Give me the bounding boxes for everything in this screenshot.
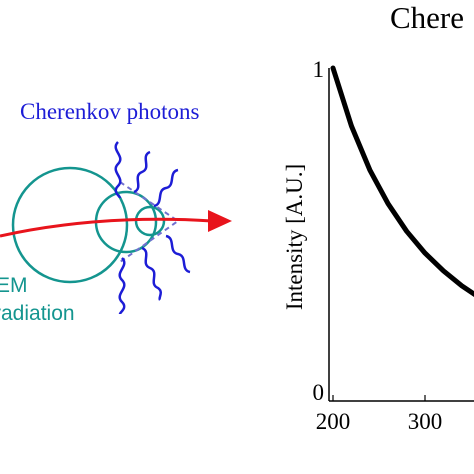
chart-title: Chere: [390, 0, 464, 35]
x-tick-label-300: 300: [408, 409, 443, 434]
y-tick-label-0: 0: [313, 380, 325, 405]
intensity-curve: [330, 65, 474, 297]
radiation-label: radiation: [0, 302, 75, 325]
em-label: EM: [0, 274, 28, 297]
particle-arrowhead: [208, 210, 232, 232]
intensity-chart: Chere Intensity [A.U.] 1 0 200 300: [282, 0, 474, 434]
photon-wave: [133, 150, 151, 194]
em-circle-large: [11, 166, 129, 284]
y-tick-label-1: 1: [313, 57, 325, 82]
x-tick-label-200: 200: [316, 409, 351, 434]
cherenkov-photons-label: Cherenkov photons: [20, 99, 200, 124]
photon-wave: [153, 168, 179, 208]
photon-wave: [114, 141, 122, 199]
photon-wave: [118, 257, 126, 315]
cherenkov-diagram: Cherenkov photons EM radiation: [0, 99, 232, 325]
cherenkov-cone: [119, 181, 180, 263]
photon-wave: [165, 234, 191, 274]
photon-wave: [141, 246, 162, 301]
y-axis-label: Intensity [A.U.]: [282, 164, 307, 310]
plot-area: [330, 65, 474, 297]
particle-trajectory: [0, 217, 213, 238]
